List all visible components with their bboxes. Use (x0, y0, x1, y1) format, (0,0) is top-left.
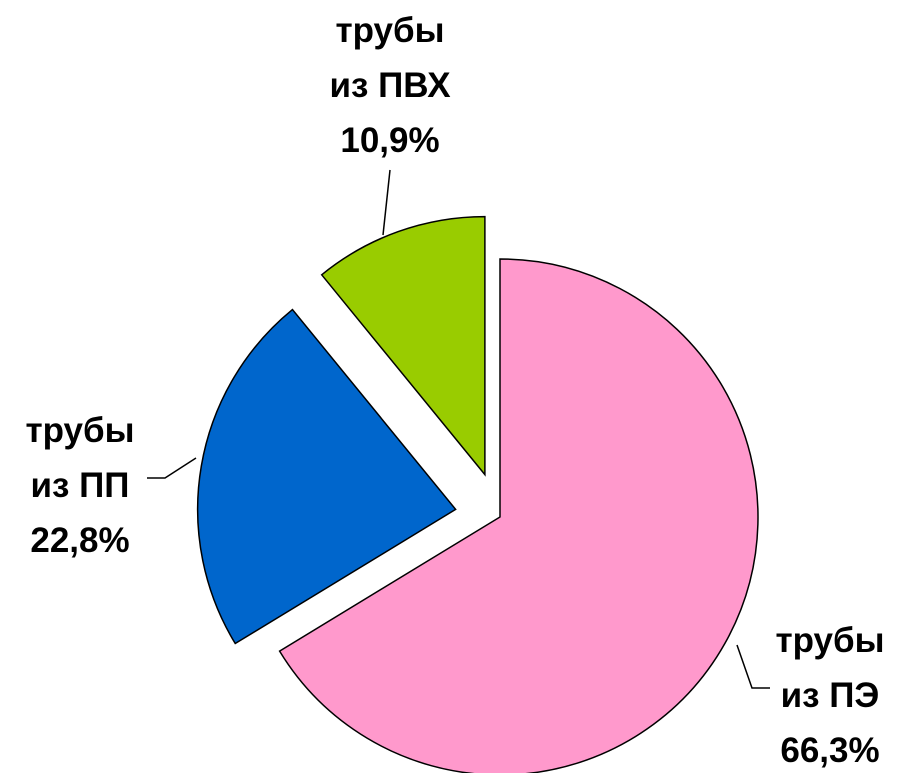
leader-line (382, 169, 391, 236)
pie-slice (196, 308, 457, 645)
pie-slice (320, 215, 486, 477)
category-label: трубы из ПВХ (329, 11, 451, 105)
pie-slice (278, 258, 759, 773)
leader-line (147, 457, 197, 479)
value-label: 10,9% (340, 121, 440, 160)
value-label: 22,8% (30, 521, 130, 560)
slice-label: трубы из ПВХ 10,9% (315, 3, 465, 168)
category-label: трубы из ПП (25, 411, 135, 505)
slice-label: трубы из ПЭ 66,3% (755, 613, 903, 773)
category-label: трубы из ПЭ (775, 621, 885, 715)
slice-label: трубы из ПП 22,8% (5, 403, 155, 568)
value-label: 66,3% (780, 731, 880, 770)
leader-line (736, 644, 770, 689)
